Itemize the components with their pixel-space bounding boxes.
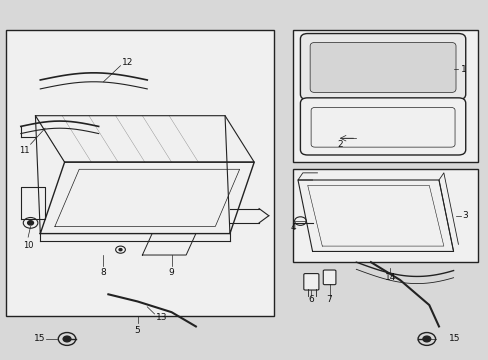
Text: 7: 7 bbox=[326, 295, 332, 304]
Text: 15: 15 bbox=[34, 334, 45, 343]
Text: 1: 1 bbox=[460, 65, 466, 74]
FancyBboxPatch shape bbox=[310, 108, 454, 147]
Text: 4: 4 bbox=[290, 222, 295, 231]
Circle shape bbox=[422, 336, 430, 342]
Text: 15: 15 bbox=[448, 334, 459, 343]
Text: 2: 2 bbox=[337, 140, 343, 149]
Text: 14: 14 bbox=[384, 273, 395, 282]
FancyBboxPatch shape bbox=[292, 169, 477, 262]
Text: 10: 10 bbox=[23, 241, 33, 250]
FancyBboxPatch shape bbox=[300, 33, 465, 100]
Text: 5: 5 bbox=[134, 327, 140, 336]
Text: 6: 6 bbox=[307, 295, 313, 304]
FancyBboxPatch shape bbox=[323, 270, 335, 285]
Circle shape bbox=[119, 249, 122, 251]
Text: 12: 12 bbox=[122, 58, 133, 67]
FancyBboxPatch shape bbox=[309, 42, 455, 93]
Circle shape bbox=[28, 221, 33, 225]
FancyBboxPatch shape bbox=[6, 30, 273, 316]
Circle shape bbox=[63, 336, 71, 342]
FancyBboxPatch shape bbox=[303, 274, 318, 290]
FancyBboxPatch shape bbox=[292, 30, 477, 162]
Text: 13: 13 bbox=[156, 313, 167, 322]
Text: 11: 11 bbox=[20, 146, 30, 155]
Text: 3: 3 bbox=[461, 211, 467, 220]
Text: 9: 9 bbox=[168, 267, 174, 276]
FancyBboxPatch shape bbox=[300, 98, 465, 155]
Text: 8: 8 bbox=[101, 267, 106, 276]
